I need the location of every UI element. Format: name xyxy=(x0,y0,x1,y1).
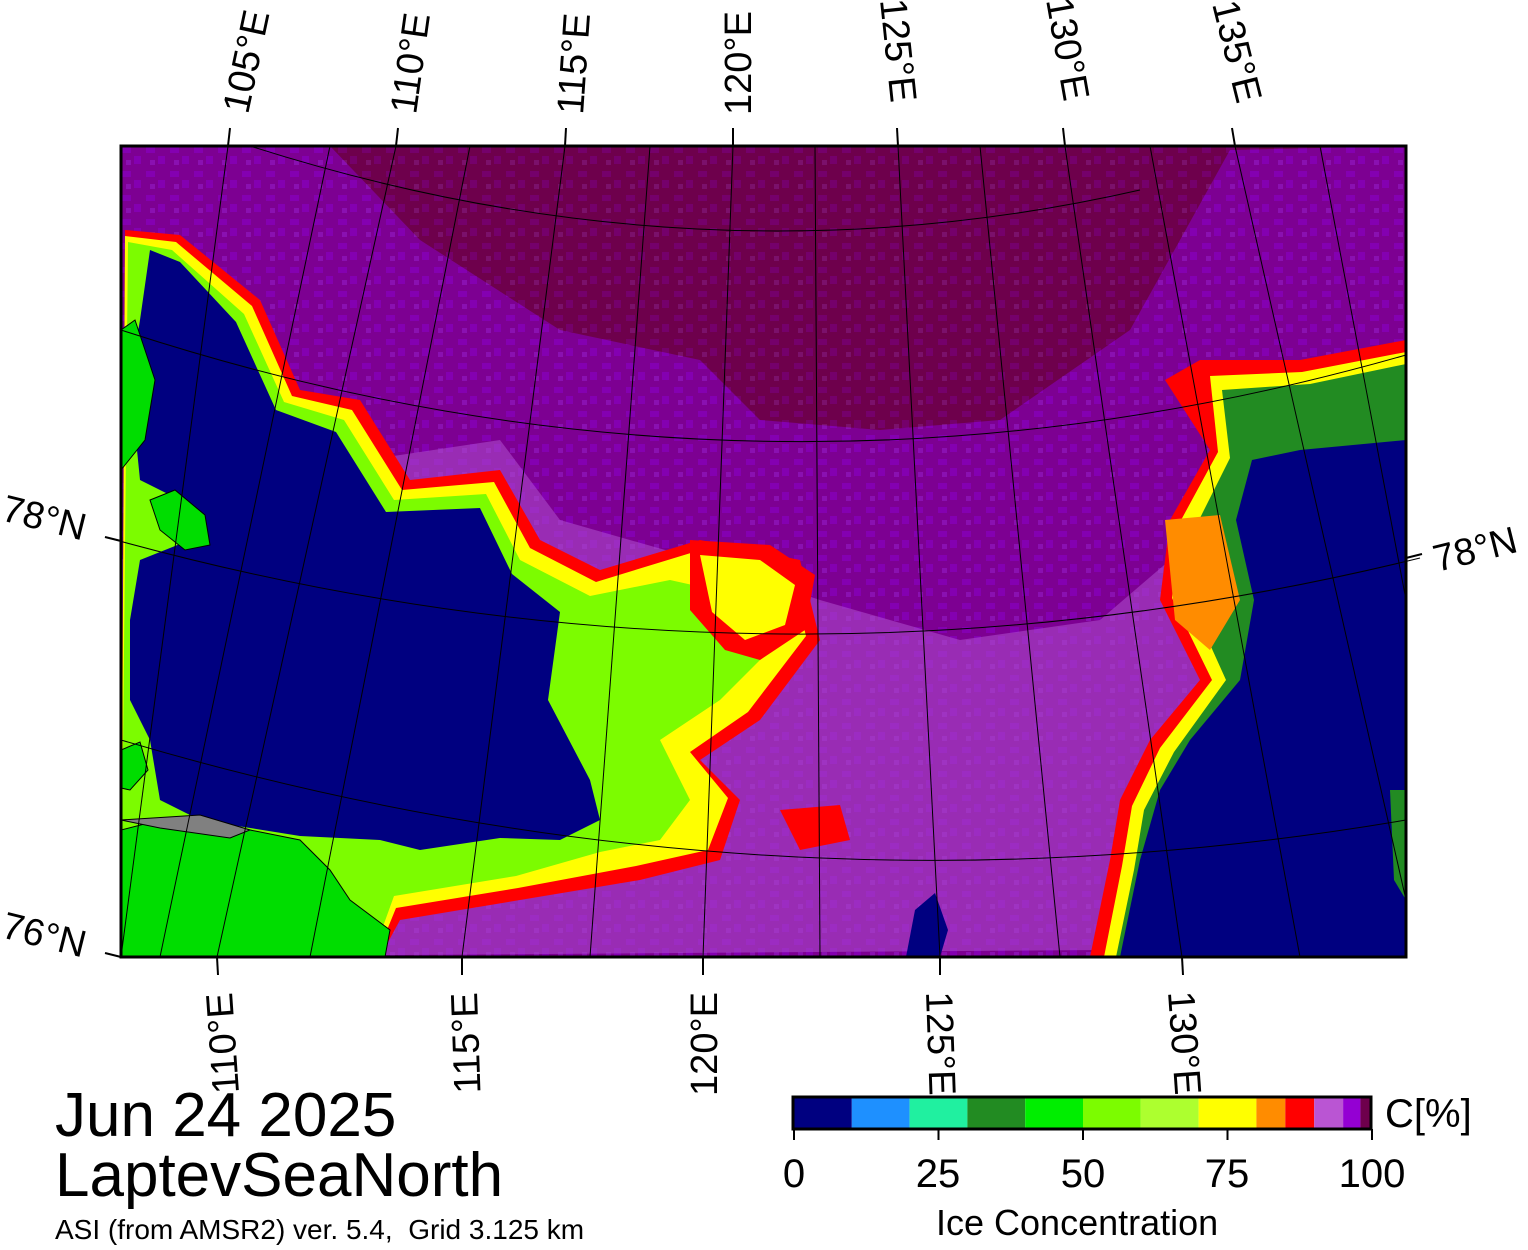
bottom-lon-label-120e: 120°E xyxy=(684,992,726,1096)
colorbar-unit: C[%] xyxy=(1385,1092,1472,1136)
colorbar-class-6 xyxy=(1140,1098,1199,1129)
open-water-west xyxy=(130,250,600,850)
top-lon-label-105e: 105°E xyxy=(216,6,279,116)
colorbar-class-11 xyxy=(1343,1098,1361,1129)
meridians xyxy=(121,146,1406,957)
colorbar-class-2 xyxy=(909,1098,968,1129)
top-lon-label-120e: 120°E xyxy=(718,11,760,115)
top-lon-label-115e: 115°E xyxy=(550,12,599,116)
graticule xyxy=(104,145,1421,957)
colorbar-tick-25: 25 xyxy=(915,1152,961,1196)
top-lon-label-125e: 125°E xyxy=(871,0,924,104)
colorbar-tick-75: 75 xyxy=(1204,1152,1250,1196)
colorbar-class-1 xyxy=(851,1098,910,1129)
lat-line-80n xyxy=(120,329,1407,443)
top-lon-label-110e: 110°E xyxy=(383,10,439,116)
colorbar-tick-0: 0 xyxy=(782,1152,806,1196)
bottom-lon-label-110e: 110°E xyxy=(199,991,248,1095)
colorbar-class-5 xyxy=(1083,1098,1141,1129)
colorbar-class-0 xyxy=(794,1098,852,1129)
colorbar-class-3 xyxy=(967,1098,1026,1129)
lat-label-78n-left: 78°N xyxy=(0,488,90,549)
colorbar-class-7 xyxy=(1198,1098,1257,1129)
colorbar-title: Ice Concentration xyxy=(936,1202,1219,1243)
land-island xyxy=(149,489,211,551)
top-lon-label-135e: 135°E xyxy=(1203,0,1269,107)
colorbar-tick-100: 100 xyxy=(1338,1152,1406,1196)
region-name: LaptevSeaNorth xyxy=(55,1141,504,1210)
colorbar-class-12 xyxy=(1360,1098,1372,1129)
land-small-islands xyxy=(121,741,149,791)
land-west-coast xyxy=(121,319,156,471)
colorbar-class-10 xyxy=(1314,1098,1344,1129)
colorbar xyxy=(791,1095,1373,1140)
top-lon-label-130e: 130°E xyxy=(1037,0,1096,104)
lat-label-76n-left: 76°N xyxy=(0,905,90,966)
colorbar-tick-50: 50 xyxy=(1060,1152,1106,1196)
bottom-lon-label-125e: 125°E xyxy=(917,991,963,1096)
lat-label-78n-right: 78°N xyxy=(1429,519,1522,580)
map-date: Jun 24 2025 xyxy=(55,1081,397,1150)
lat-line-76n xyxy=(120,739,1407,861)
map-field xyxy=(121,146,1406,957)
colorbar-class-4 xyxy=(1025,1098,1083,1129)
open-water-east xyxy=(1120,440,1406,957)
data-source: ASI (from AMSR2) ver. 5.4, Grid 3.125 km xyxy=(55,1214,585,1245)
colorbar-class-9 xyxy=(1285,1098,1315,1129)
map-frame xyxy=(119,144,1408,959)
bottom-lon-label-115e: 115°E xyxy=(444,992,490,1095)
colorbar-class-8 xyxy=(1256,1098,1286,1129)
lat-line-82n xyxy=(249,145,1141,232)
bottom-lon-label-130e: 130°E xyxy=(1159,990,1208,1097)
